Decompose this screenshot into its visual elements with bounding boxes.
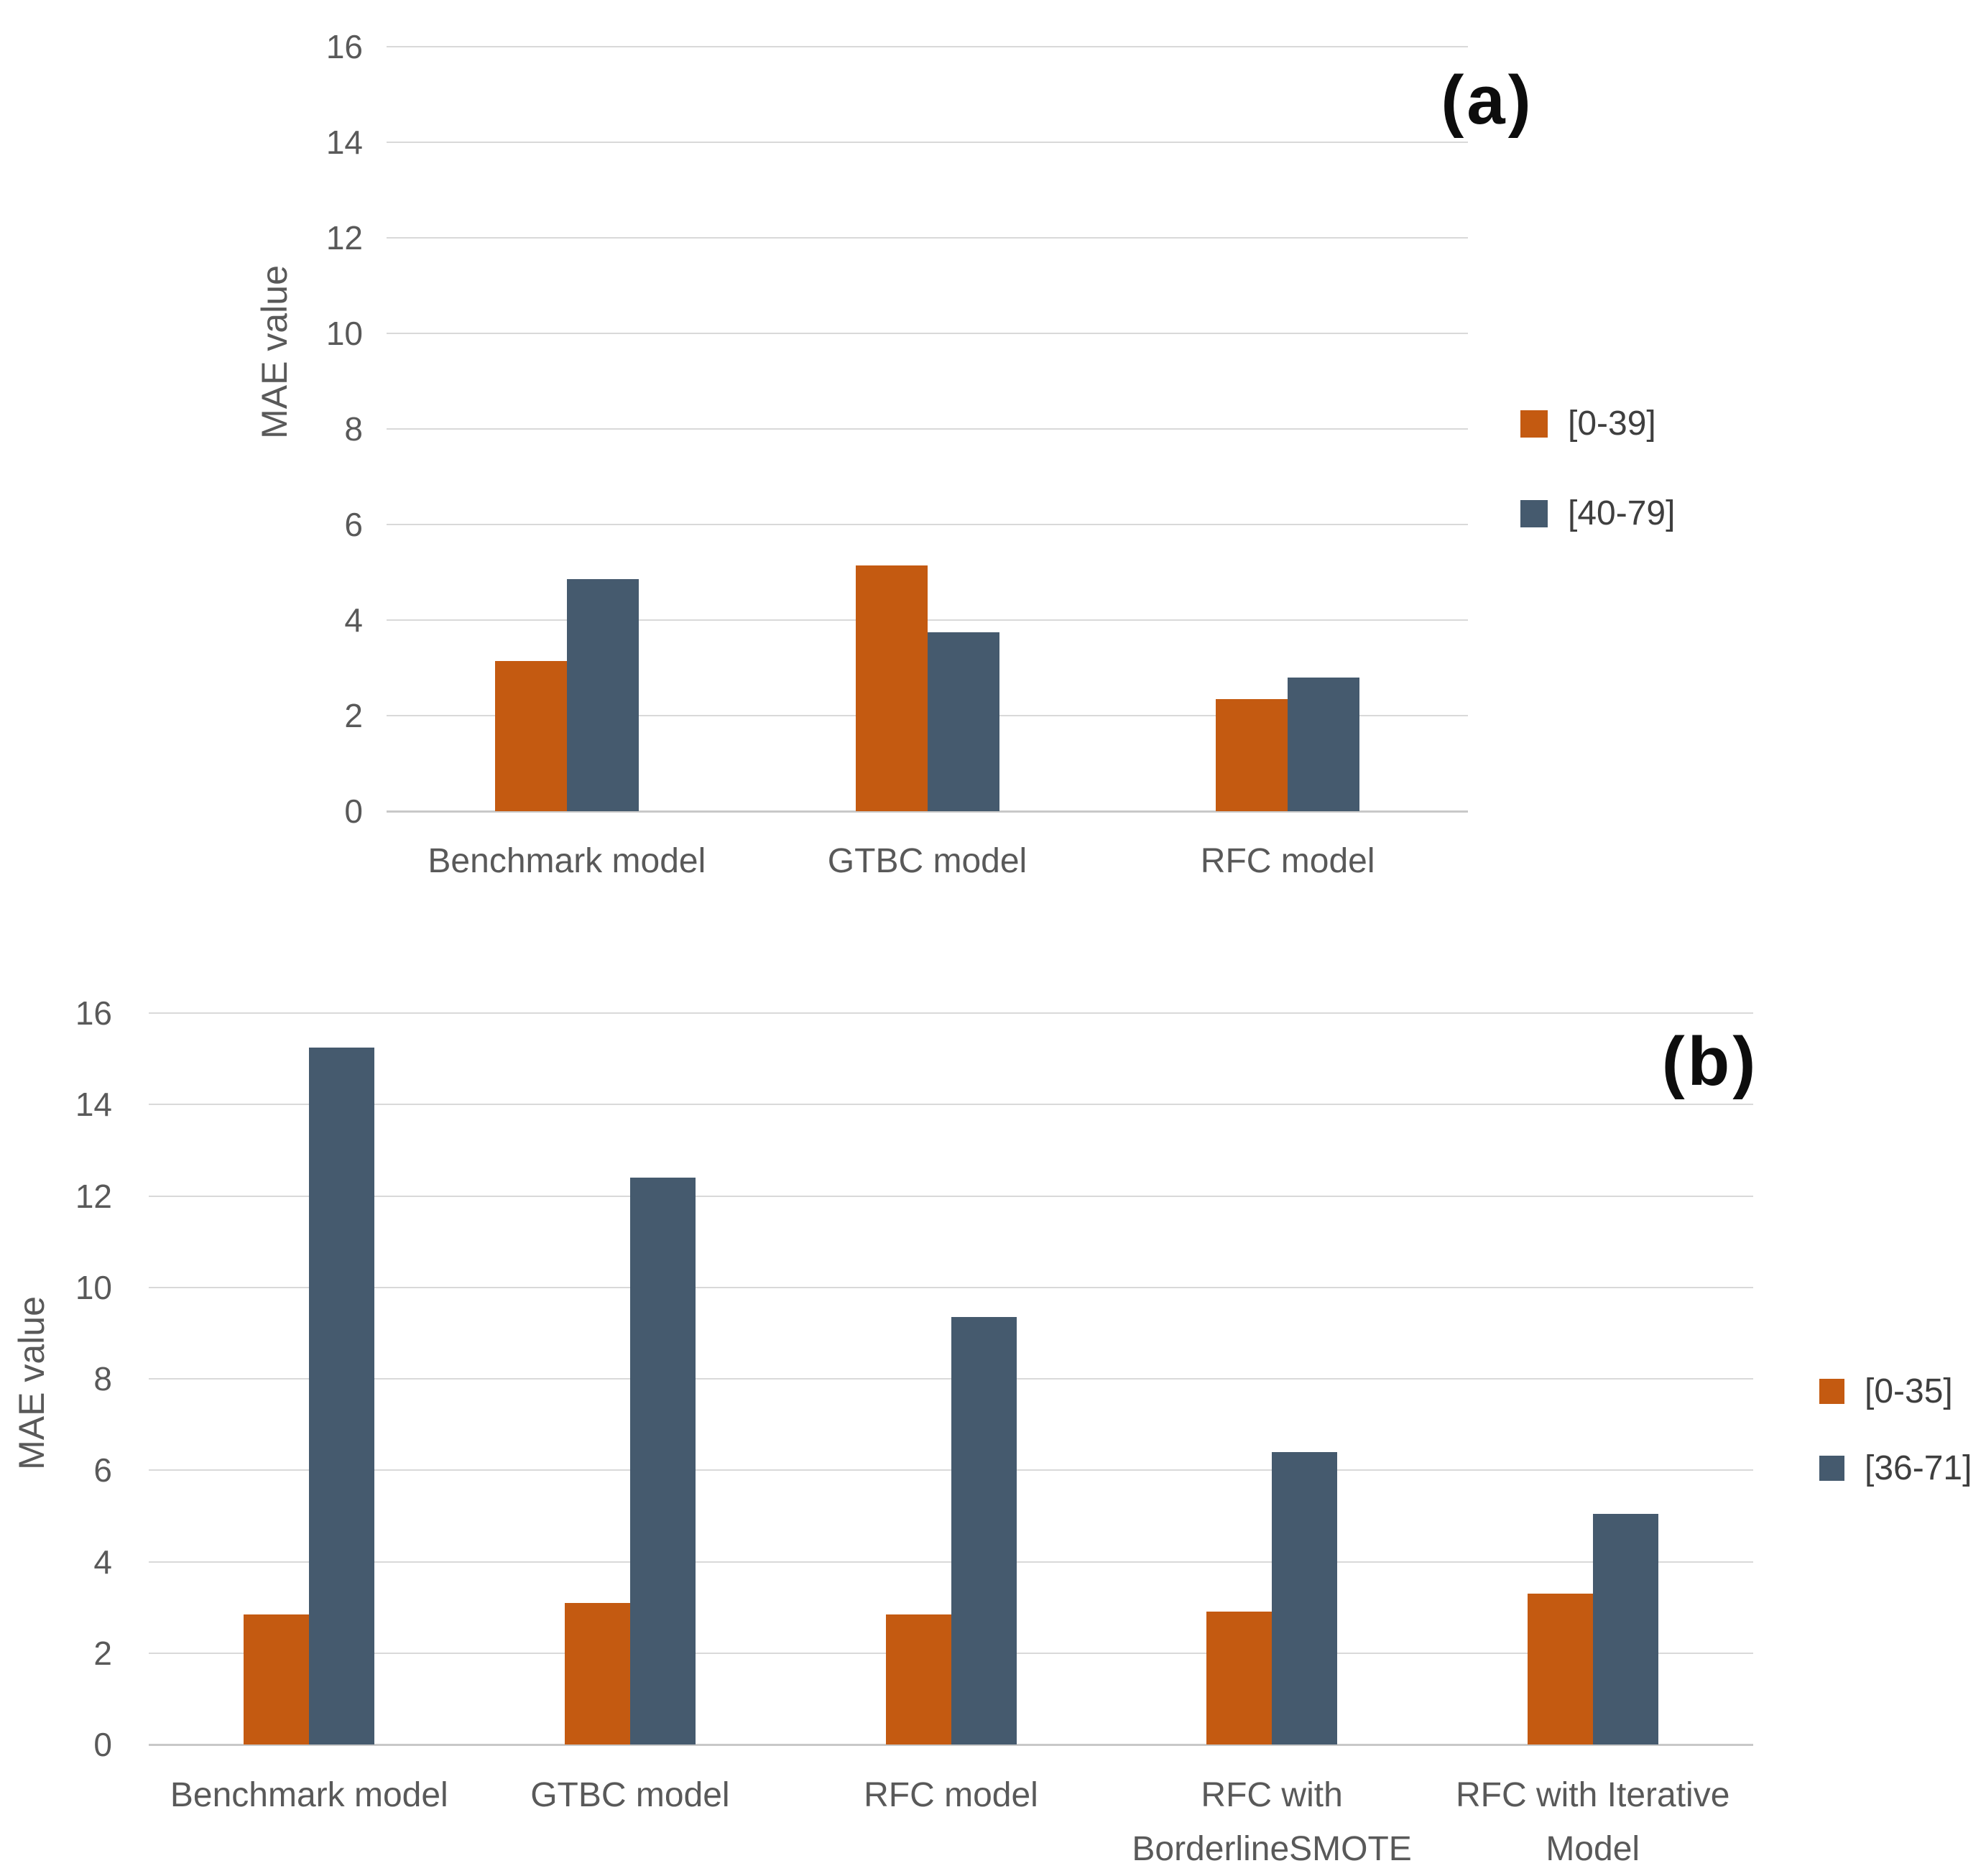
y-tick-label-12: 12 (75, 1177, 112, 1215)
legend-swatch-[0-39] (1520, 410, 1548, 438)
gridline-y14 (387, 142, 1468, 143)
legend-swatch-[36-71] (1819, 1456, 1844, 1481)
y-tick-label-10: 10 (325, 315, 363, 352)
y-tick-label-12: 12 (325, 219, 363, 257)
gridline-y10 (387, 333, 1468, 334)
y-tick-label-2: 2 (344, 697, 363, 734)
bar-[36-71]-RFC with Iterative (1592, 1514, 1658, 1745)
bar-[40-79]-RFC model (1288, 678, 1360, 811)
bar-[0-35]-RFC with (1206, 1612, 1273, 1745)
y-tick-label-8: 8 (344, 410, 363, 448)
y-tick-label-0: 0 (93, 1726, 112, 1763)
category-label-line: RFC with (1201, 1775, 1343, 1814)
legend-item-[0-35]: [0-35] (1819, 1374, 1953, 1409)
gridline-y16 (149, 1012, 1753, 1014)
legend-item-[40-79]: [40-79] (1520, 496, 1675, 531)
legend-swatch-[0-35] (1819, 1379, 1844, 1404)
panel-label-b: (b) (1661, 1023, 1759, 1100)
y-tick-label-4: 4 (93, 1543, 112, 1581)
gridline-y12 (387, 237, 1468, 239)
y-tick-label-10: 10 (75, 1268, 112, 1306)
gridline-y10 (149, 1286, 1753, 1288)
panel-label-a: (a) (1441, 62, 1534, 139)
bar-[0-39]-Benchmark model (494, 661, 567, 811)
category-label-RFC model: RFC model (1064, 834, 1511, 889)
category-label-line: RFC model (1200, 842, 1375, 880)
bar-[0-39]-GTBC model (855, 565, 928, 811)
x-axis-line (149, 1744, 1753, 1746)
chart-panel-a: MAE value (a) 0 2 4 6 8 10 12 14 16 Benchmark mod… (0, 0, 1986, 934)
bar-[0-35]-RFC model (885, 1614, 951, 1745)
bar-[36-71]-Benchmark model (309, 1048, 375, 1745)
category-label-line: RFC with Iterative (1455, 1775, 1730, 1814)
bar-[36-71]-GTBC model (629, 1178, 696, 1745)
chart-panel-b: MAE value (b) 0 2 4 6 8 10 12 14 16 Benchmark mod… (0, 934, 1986, 1868)
bar-[0-35]-GTBC model (564, 1603, 630, 1745)
y-tick-label-4: 4 (344, 601, 363, 639)
legend-label-[40-79]: [40-79] (1568, 494, 1676, 532)
y-tick-label-14: 14 (325, 124, 363, 161)
bar-[0-35]-Benchmark model (244, 1614, 310, 1745)
category-label-RFC with Iterative: RFC with Iterative Model (1389, 1768, 1796, 1876)
y-tick-label-16: 16 (325, 28, 363, 65)
legend-label-[0-35]: [0-35] (1865, 1372, 1953, 1410)
y-tick-label-14: 14 (75, 1086, 112, 1124)
y-tick-label-6: 6 (344, 506, 363, 543)
legend-item-[36-71]: [36-71] (1819, 1451, 1972, 1486)
y-tick-label-16: 16 (75, 994, 112, 1032)
category-label-line: GTBC model (530, 1775, 730, 1814)
gridline-y16 (387, 46, 1468, 47)
category-label-line: Benchmark model (170, 1775, 448, 1814)
y-tick-label-0: 0 (344, 793, 363, 830)
legend-label-[36-71]: [36-71] (1865, 1448, 1972, 1487)
bar-[0-35]-RFC with Iterative (1527, 1594, 1593, 1745)
gridline-y4 (387, 619, 1468, 621)
category-label-RFC model: RFC model (747, 1768, 1155, 1822)
category-label-GTBC model: GTBC model (704, 834, 1151, 889)
legend-item-[0-39]: [0-39] (1520, 407, 1656, 441)
bar-[40-79]-GTBC model (927, 632, 999, 811)
category-label-line: GTBC model (827, 842, 1027, 880)
gridline-y14 (149, 1104, 1753, 1106)
bar-[40-79]-Benchmark model (566, 579, 639, 811)
y-tick-label-6: 6 (93, 1451, 112, 1489)
bar-[0-39]-RFC model (1216, 699, 1288, 811)
x-axis-line (387, 810, 1468, 813)
bar-[36-71]-RFC model (951, 1317, 1017, 1745)
category-label-RFC with: RFC with BorderlineSMOTE (1068, 1768, 1476, 1876)
bar-[36-71]-RFC with (1272, 1452, 1338, 1745)
category-label-GTBC model: GTBC model (427, 1768, 834, 1822)
y-tick-label-8: 8 (93, 1360, 112, 1397)
legend-label-[0-39]: [0-39] (1568, 405, 1656, 443)
category-label-Benchmark model: Benchmark model (106, 1768, 513, 1822)
category-label-Benchmark model: Benchmark model (343, 834, 790, 889)
gridline-y8 (387, 428, 1468, 430)
category-label-line: RFC model (864, 1775, 1038, 1814)
y-tick-label-2: 2 (93, 1634, 112, 1672)
gridline-y6 (387, 524, 1468, 525)
category-label-line: Model (1546, 1829, 1640, 1868)
category-label-line: Benchmark model (428, 842, 706, 880)
legend-swatch-[40-79] (1520, 500, 1548, 527)
gridline-y12 (149, 1195, 1753, 1197)
category-label-line: BorderlineSMOTE (1132, 1829, 1412, 1868)
